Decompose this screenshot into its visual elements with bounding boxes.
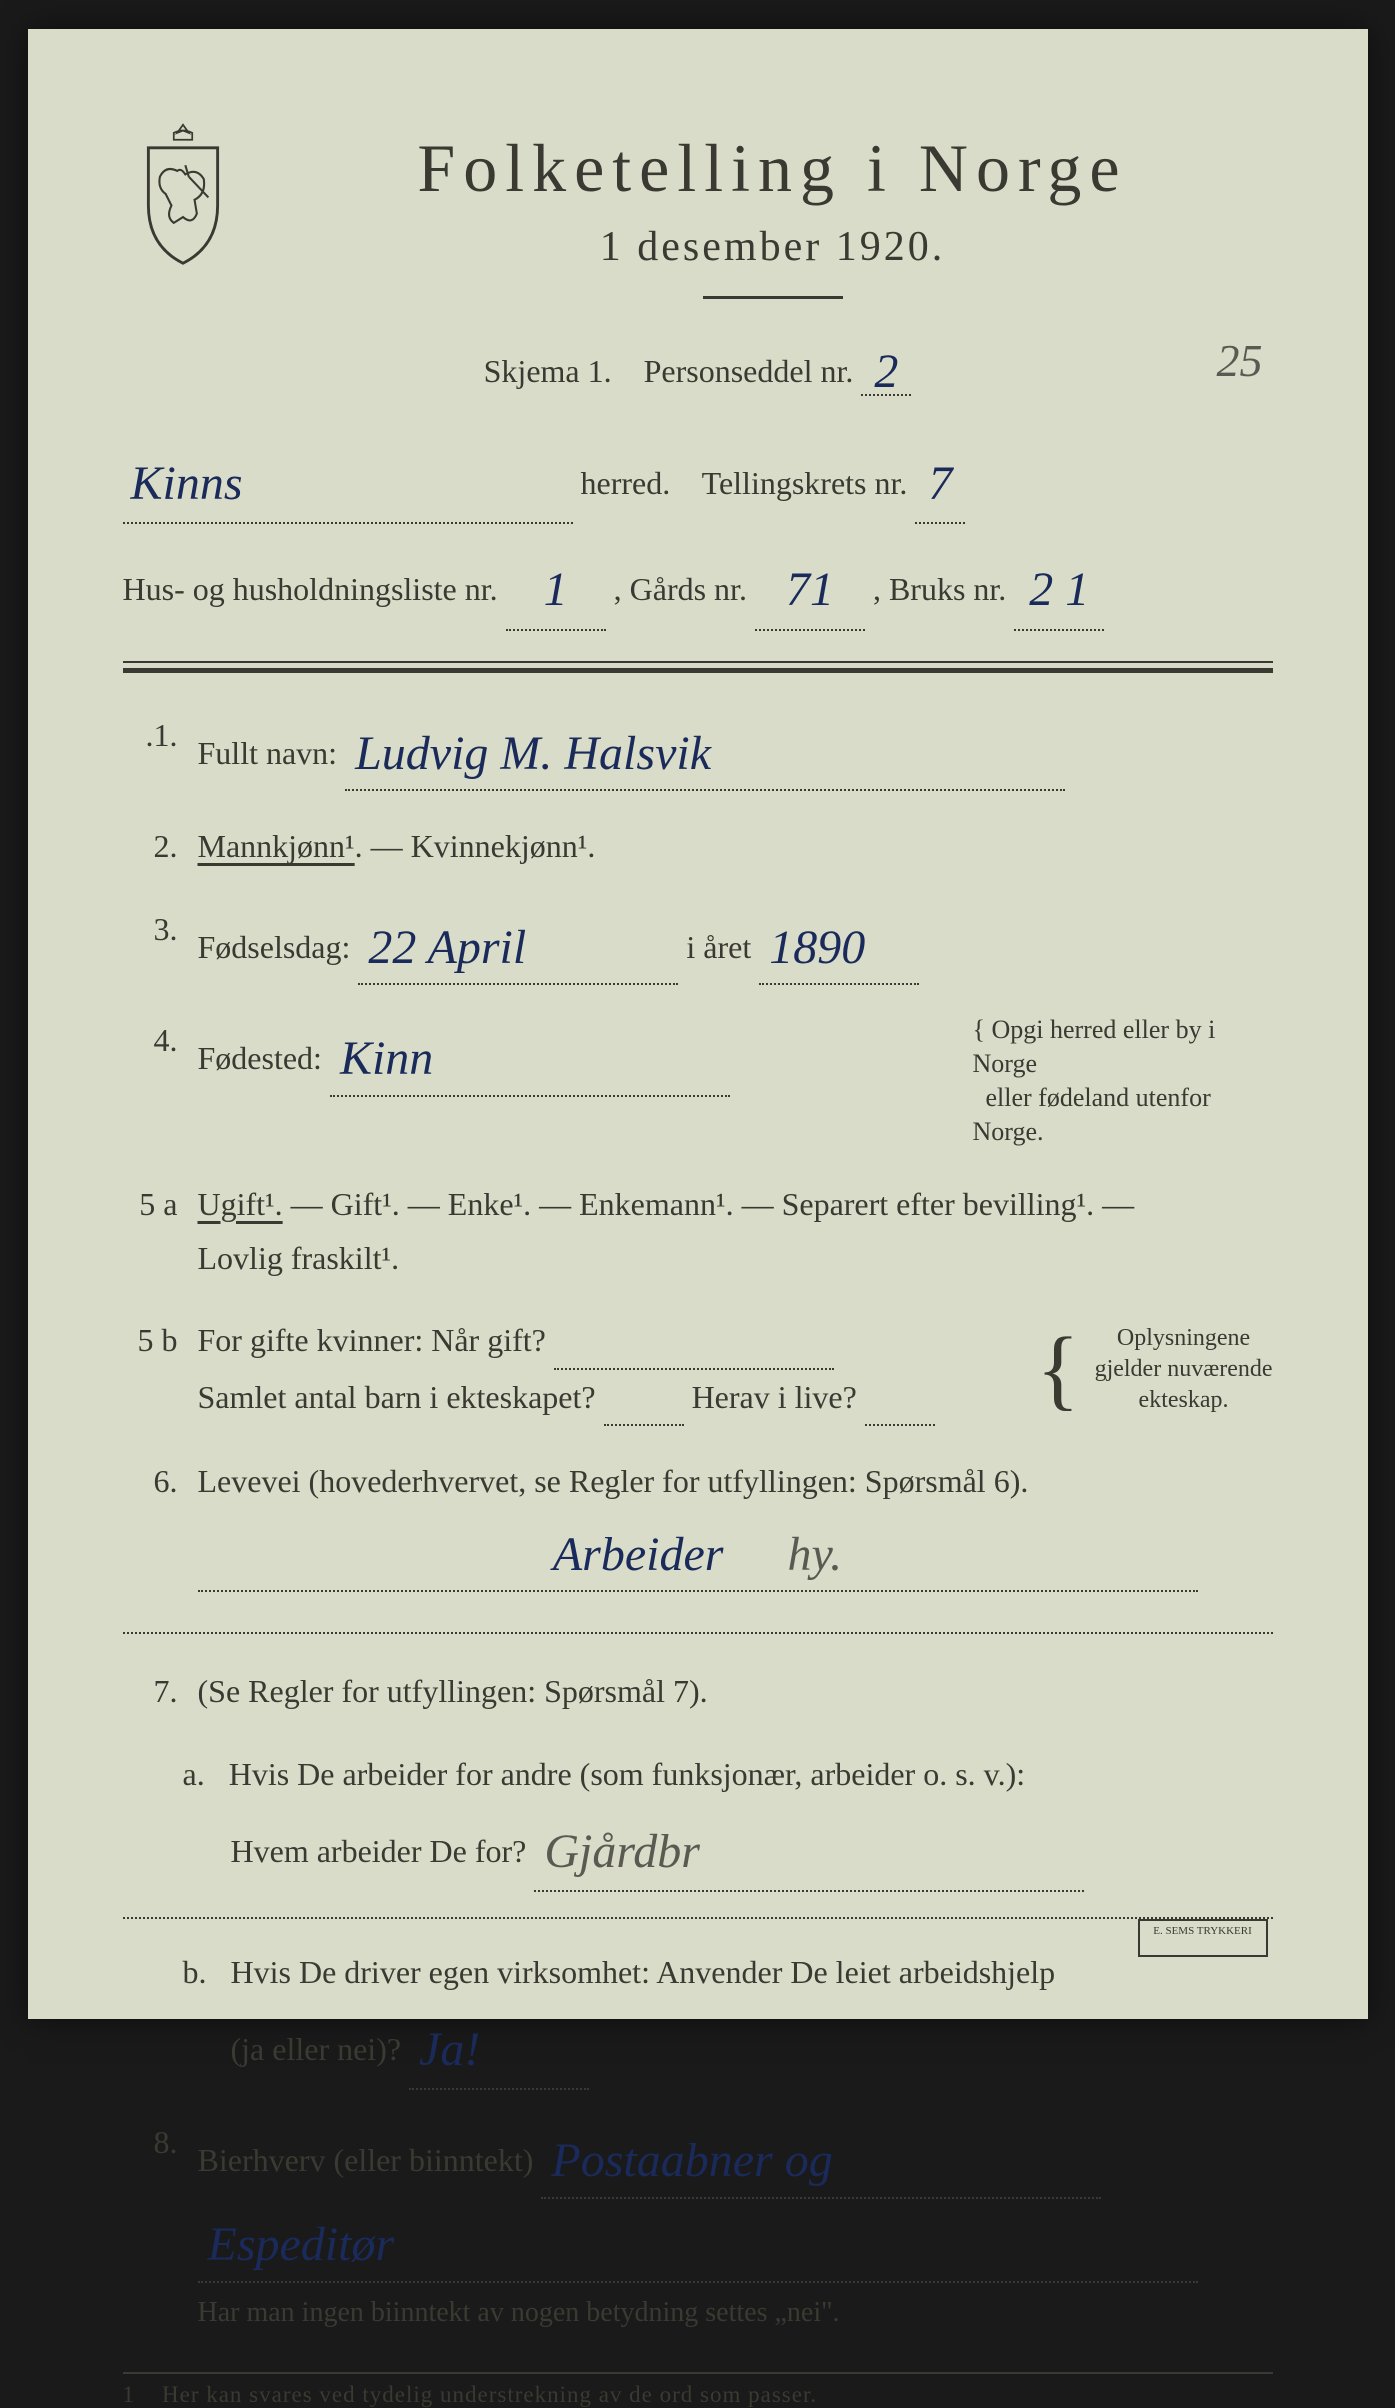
q7b-text1: Hvis De driver egen virksomhet: Anvender… (231, 1954, 1056, 1990)
tellingskrets-label: Tellingskrets nr. (702, 465, 908, 501)
bruks-label: , Bruks nr. (873, 571, 1006, 607)
question-8: 8. Bierhverv (eller biinntekt) Postaabne… (123, 2115, 1273, 2337)
q5b-line2b: Herav i live? (692, 1379, 857, 1415)
q5b-num: 5 b (123, 1313, 178, 1426)
q6-value2: hy. (787, 1514, 842, 1596)
q1-num: .1. (123, 708, 178, 792)
q8-value1: Postaabner og (551, 2120, 832, 2202)
q4-value: Kinn (340, 1018, 433, 1100)
printer-stamp: E. SEMS TRYKKERI (1138, 1919, 1268, 1957)
dotted-divider-2 (123, 1917, 1273, 1919)
header: Folketelling i Norge 1 desember 1920. (123, 119, 1273, 329)
q5a-num: 5 a (123, 1177, 178, 1286)
census-form-page: Folketelling i Norge 1 desember 1920. Sk… (28, 29, 1368, 2019)
gards-nr: 71 (786, 547, 834, 633)
bruks-nr: 2 1 (1029, 547, 1089, 633)
q5b-brace-note: { Oplysningene gjelder nuværende ekteska… (1036, 1323, 1272, 1417)
q3-year: 1890 (769, 907, 865, 989)
q5b-line1: For gifte kvinner: Når gift? (198, 1322, 546, 1358)
q6-num: 6. (123, 1454, 178, 1592)
q4-label: Fødested: (198, 1040, 322, 1076)
footnote-text: Her kan svares ved tydelig understreknin… (162, 2382, 817, 2407)
form-meta-line3: Hus- og husholdningsliste nr. 1 , Gårds … (123, 542, 1273, 630)
q7a-text1: Hvis De arbeider for andre (som funksjon… (229, 1756, 1025, 1792)
q2-num: 2. (123, 819, 178, 873)
q7b-value: Ja! (419, 2007, 480, 2093)
q3-num: 3. (123, 902, 178, 986)
question-1: .1. Fullt navn: Ludvig M. Halsvik (123, 708, 1273, 792)
question-7: 7. (Se Regler for utfyllingen: Spørsmål … (123, 1664, 1273, 1718)
q5a-line2: Lovlig fraskilt¹. (198, 1240, 400, 1276)
question-3: 3. Fødselsdag: 22 April i året 1890 (123, 902, 1273, 986)
question-5a: 5 a Ugift¹. — Gift¹. — Enke¹. — Enkemann… (123, 1177, 1273, 1286)
subtitle: 1 desember 1920. (273, 223, 1273, 271)
personseddel-nr: 2 (874, 344, 898, 399)
question-7b: b. Hvis De driver egen virksomhet: Anven… (123, 1944, 1273, 2090)
q4-sidenote: { Opgi herred eller by i Norge eller fød… (973, 1013, 1273, 1148)
q1-value: Ludvig M. Halsvik (355, 713, 711, 795)
question-4: 4. Fødested: Kinn { Opgi herred eller by… (123, 1013, 1273, 1148)
question-7a: a. Hvis De arbeider for andre (som funks… (123, 1746, 1273, 1892)
q7b-label: b. (183, 1954, 207, 1990)
heavy-divider (123, 661, 1273, 673)
question-6: 6. Levevei (hovederhvervet, se Regler fo… (123, 1454, 1273, 1592)
herred-label: herred. (581, 465, 671, 501)
title-divider (703, 296, 843, 299)
personseddel-label: Personseddel nr. (644, 353, 854, 389)
q8-note: Har man ingen biinntekt av nogen betydni… (198, 2297, 840, 2328)
dotted-divider (123, 1632, 1273, 1634)
q7-num: 7. (123, 1664, 178, 1718)
q7b-text2: (ja eller nei)? (231, 2031, 402, 2067)
q5a-rest: — Gift¹. — Enke¹. — Enkemann¹. — Separer… (283, 1186, 1135, 1222)
form-meta-line1: Skjema 1. Personseddel nr. 2 25 (123, 339, 1273, 396)
coat-of-arms-icon (123, 119, 243, 269)
q2-text: Mannkjønn¹. — Kvinnekjønn¹. (198, 819, 1273, 873)
q4-num: 4. (123, 1013, 178, 1148)
q8-label: Bierhverv (eller biinntekt) (198, 2142, 534, 2178)
q3-daymonth: 22 April (368, 907, 526, 989)
form-meta-line2: Kinns herred. Tellingskrets nr. 7 (123, 436, 1273, 524)
skjema-label: Skjema 1. (484, 353, 612, 389)
husliste-nr: 1 (544, 547, 568, 633)
q8-num: 8. (123, 2115, 178, 2337)
tellingskrets-nr: 7 (928, 441, 952, 527)
q7a-label: a. (183, 1756, 205, 1792)
question-2: 2. Mannkjønn¹. — Kvinnekjønn¹. (123, 819, 1273, 873)
q7-label: (Se Regler for utfyllingen: Spørsmål 7). (198, 1673, 708, 1709)
title-block: Folketelling i Norge 1 desember 1920. (273, 119, 1273, 329)
q3-yearlabel: i året (686, 929, 751, 965)
main-title: Folketelling i Norge (273, 129, 1273, 208)
q1-label: Fullt navn: (198, 735, 338, 771)
margin-note: 25 (1217, 334, 1263, 387)
q8-value2: Espeditør (208, 2204, 395, 2286)
q7a-text2: Hvem arbeider De for? (231, 1833, 527, 1869)
question-5b: 5 b For gifte kvinner: Når gift? Samlet … (123, 1313, 1273, 1426)
footnote-section: 1 Her kan svares ved tydelig understrekn… (123, 2372, 1273, 2408)
q6-value: Arbeider (553, 1514, 724, 1596)
q3-label: Fødselsdag: (198, 929, 351, 965)
footnote-marker: 1 (123, 2382, 136, 2407)
q7a-value: Gjårdbr (544, 1809, 700, 1895)
husliste-label: Hus- og husholdningsliste nr. (123, 571, 498, 607)
gards-label: , Gårds nr. (614, 571, 747, 607)
q6-label: Levevei (hovederhvervet, se Regler for u… (198, 1463, 1029, 1499)
q5b-line2a: Samlet antal barn i ekteskapet? (198, 1379, 596, 1415)
herred-value: Kinns (131, 441, 243, 527)
q5a-ugift: Ugift¹. (198, 1186, 283, 1222)
